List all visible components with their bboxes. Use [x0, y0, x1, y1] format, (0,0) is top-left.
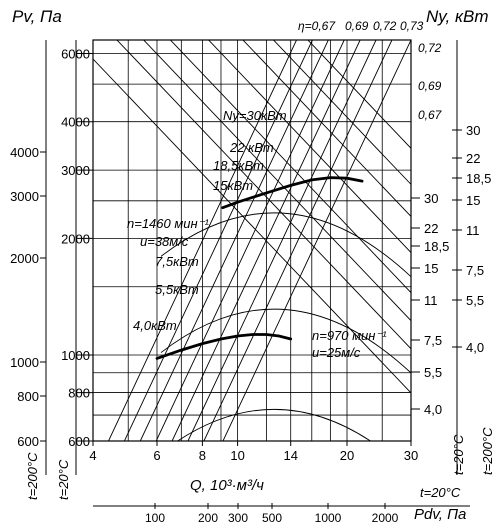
ny-200-tick-label: 15 — [466, 193, 480, 208]
chart-grid — [93, 40, 411, 441]
efficiency-arc — [176, 408, 372, 441]
plot-frame — [92, 39, 412, 442]
efficiency-label: η=0,67 — [298, 19, 336, 33]
x-tick-label: 10 — [230, 448, 244, 463]
iso-power-line — [93, 58, 411, 394]
iso-power-line — [143, 40, 411, 322]
pv-200-tick-label: 600 — [17, 434, 39, 449]
efficiency-ray-label: 0,72 — [418, 41, 442, 55]
pv-20-tick-label: 3000 — [61, 163, 90, 178]
x-axis-title: Q, 10³·м³/ч — [190, 477, 264, 494]
pdv-tick-label: 500 — [262, 511, 282, 525]
temp-200-left: t=200°C — [25, 452, 40, 500]
ny-20-tick-label: 18,5 — [424, 239, 449, 254]
series-label-velocity: u=38м/с — [140, 234, 189, 249]
ny-20-tick-label: 5,5 — [424, 365, 442, 380]
efficiency-ray-label: 0,67 — [418, 108, 443, 122]
pv-200-tick-label: 2000 — [10, 251, 39, 266]
efficiency-arc — [160, 308, 411, 374]
pv-20-tick-label: 4000 — [61, 115, 90, 130]
pv-200-tick-label: 800 — [17, 389, 39, 404]
iso-power-line — [307, 40, 411, 149]
pv-200-tick-label: 4000 — [10, 145, 39, 160]
iso-power-line — [242, 40, 411, 217]
efficiency-label: 0,73 — [400, 19, 424, 33]
ny-200-tick-label: 5,5 — [466, 293, 484, 308]
duty-ray — [139, 40, 329, 441]
pv-20-tick-label: 1000 — [61, 348, 90, 363]
ny-200-tick-label: 4,0 — [466, 340, 484, 355]
diagonal-lines — [93, 40, 411, 441]
ny-200-tick-label: 18,5 — [466, 171, 491, 186]
fan-curves — [155, 176, 364, 360]
iso-power-line — [272, 40, 411, 185]
ny-200-tick-label: 22 — [466, 151, 480, 166]
power-label: 18,5кВт — [213, 158, 264, 173]
power-label: 4,0кВт — [133, 318, 177, 333]
duty-ray — [222, 40, 411, 441]
x-tick-label: 4 — [89, 448, 96, 463]
x-tick-label: 8 — [199, 448, 206, 463]
series-label-velocity: u=25м/с — [312, 345, 361, 360]
chart-labels: η=0,67 0,69 0,72 0,730,720,690,67Ny=30кВт22… — [127, 19, 443, 360]
duty-ray — [155, 40, 345, 441]
pdv-tick-label: 2000 — [372, 511, 399, 525]
pv-200-tick-label: 3000 — [10, 189, 39, 204]
iso-power-line — [207, 40, 411, 253]
fan-curve-2 — [155, 333, 293, 360]
power-label: 15кВт — [213, 178, 253, 193]
left-axis-title: Pv, Па — [12, 7, 62, 26]
axes: 4 6 8 10 14 20 30 600 800 1000 2000 3000 4000 6000 600… — [10, 40, 491, 525]
ny-20-tick-label: 15 — [424, 261, 438, 276]
series-label-speed: n=970 мин⁻¹ — [312, 328, 387, 343]
ny-20-tick-label: 7,5 — [424, 333, 442, 348]
temp-20-bottom: t=20°C — [420, 485, 461, 500]
power-label: 22 кВт — [229, 140, 274, 155]
x-tick-label: 6 — [153, 448, 160, 463]
fan-curve-1 — [221, 176, 364, 210]
duty-ray — [123, 40, 313, 441]
pv-20-tick-label: 6000 — [61, 46, 90, 61]
ny-200-tick-label: 30 — [466, 123, 480, 138]
series-label-speed: n=1460 мин⁻¹ — [127, 216, 210, 231]
pdv-tick-label: 1000 — [315, 511, 342, 525]
x-tick-label: 14 — [283, 448, 297, 463]
duty-ray — [203, 40, 393, 441]
ny-200-tick-label: 7,5 — [466, 263, 484, 278]
efficiency-arc — [160, 212, 411, 278]
ny-20-tick-label: 22 — [424, 221, 438, 236]
ny-20-tick-label: 30 — [424, 191, 438, 206]
power-label: 7,5кВт — [155, 254, 199, 269]
power-label: Ny=30кВт — [223, 108, 287, 123]
bottom-axis-title: Pdv, Па — [414, 506, 466, 523]
x-tick-label: 30 — [404, 448, 418, 463]
power-label: 5,5кВт — [155, 282, 199, 297]
pv-20-tick-label: 800 — [68, 386, 90, 401]
pdv-tick-label: 300 — [228, 511, 248, 525]
x-tick-label: 20 — [340, 448, 354, 463]
efficiency-label: 0,69 — [345, 19, 369, 33]
duty-ray — [108, 40, 297, 441]
pdv-tick-label: 100 — [145, 511, 165, 525]
pv-20-tick-label: 600 — [68, 434, 90, 449]
iso-power-line — [116, 40, 411, 350]
ny-20-tick-label: 4,0 — [424, 402, 442, 417]
right-axis-title: Ny, кВт — [426, 7, 489, 26]
ny-200-tick-label: 11 — [466, 223, 480, 238]
duty-ray — [187, 40, 377, 441]
temp-20-right: t=20°C — [451, 434, 466, 475]
efficiency-ray-label: 0,69 — [418, 79, 442, 93]
pv-200-tick-label: 1000 — [10, 355, 39, 370]
pv-20-tick-label: 2000 — [61, 231, 90, 246]
temp-200-right: t=200°C — [480, 427, 495, 475]
ny-20-tick-label: 11 — [424, 293, 438, 308]
efficiency-label: 0,72 — [373, 19, 397, 33]
pdv-tick-label: 200 — [198, 511, 218, 525]
temp-20-left: t=20°C — [56, 459, 71, 500]
